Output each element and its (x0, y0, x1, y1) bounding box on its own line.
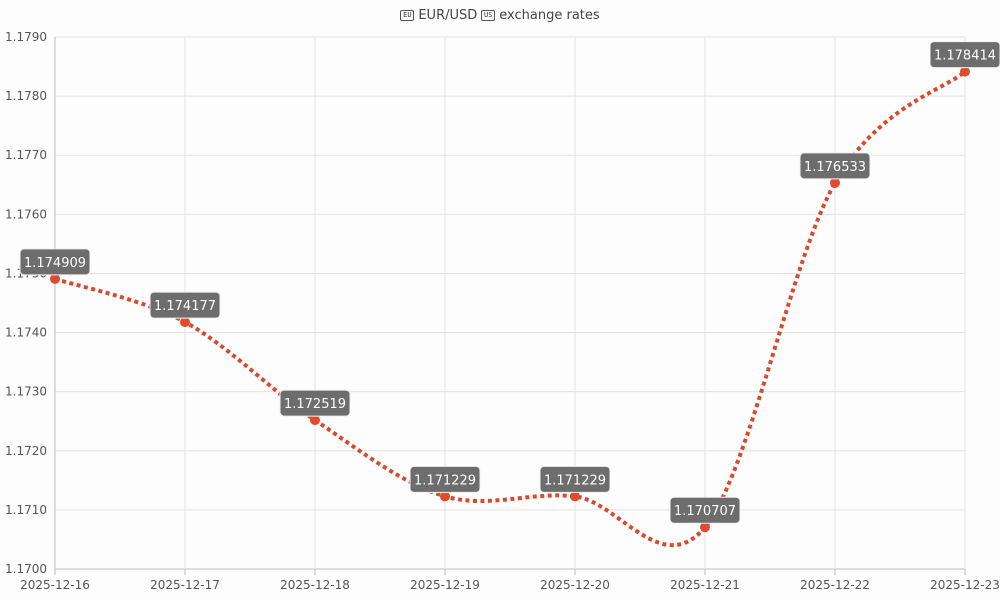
x-tick-label: 2025-12-22 (800, 578, 870, 592)
data-point (50, 273, 60, 284)
x-tick-label: 2025-12-20 (540, 578, 610, 592)
data-point (830, 177, 840, 188)
us-flag-icon: US (481, 10, 496, 21)
grid (54, 36, 966, 575)
data-label-box (149, 291, 221, 319)
chart-title-suffix: exchange rates (499, 8, 600, 23)
data-point (310, 415, 320, 426)
data-label-box (279, 389, 351, 417)
data-point (700, 522, 710, 533)
x-tick-label: 2025-12-16 (20, 578, 90, 592)
x-tick-label: 2025-12-18 (280, 578, 350, 592)
axes: 1.17001.17101.17201.17301.17401.17501.17… (5, 30, 1000, 592)
data-label-text: 1.170707 (674, 504, 736, 519)
data-label-text: 1.172519 (284, 397, 346, 412)
data-label-text: 1.174909 (24, 256, 86, 271)
data-label: 1.174177 (149, 291, 221, 319)
x-tick-label: 2025-12-21 (670, 578, 740, 592)
data-point (960, 66, 970, 77)
data-label: 1.178414 (929, 41, 1000, 69)
chart-title-pair: EUR/USD (418, 8, 478, 23)
data-label: 1.170707 (669, 496, 741, 524)
data-labels-layer: 1.174909 1.174177 1.172519 1.171229 1.171229… (19, 41, 1000, 524)
data-label-box (799, 152, 871, 180)
data-point (180, 317, 190, 328)
data-label: 1.176533 (799, 152, 871, 180)
y-tick-label: 1.1740 (5, 326, 47, 340)
data-point (440, 491, 450, 502)
data-label: 1.171229 (409, 465, 481, 493)
x-tick-label: 2025-12-17 (150, 578, 220, 592)
data-label: 1.174909 (19, 248, 91, 276)
data-label-box (929, 41, 1000, 69)
data-label-box (409, 465, 481, 493)
data-label-text: 1.178414 (934, 49, 996, 64)
data-label-box (539, 465, 611, 493)
data-label-text: 1.171229 (414, 473, 476, 488)
x-tick-label: 2025-12-19 (410, 578, 480, 592)
series-line (54, 70, 967, 548)
data-point (570, 491, 580, 502)
data-label-text: 1.171229 (544, 473, 606, 488)
y-tick-label: 1.1770 (5, 148, 47, 162)
y-tick-label: 1.1730 (5, 385, 47, 399)
y-tick-label: 1.1710 (5, 503, 47, 517)
data-label-text: 1.174177 (154, 299, 216, 314)
y-tick-label: 1.1760 (5, 207, 47, 221)
data-label-text: 1.176533 (804, 160, 866, 175)
data-label: 1.172519 (279, 389, 351, 417)
x-tick-label: 2025-12-23 (930, 578, 1000, 592)
data-label: 1.171229 (539, 465, 611, 493)
data-label-box (19, 248, 91, 276)
series-layer (54, 70, 967, 548)
eu-flag-icon: EU (400, 10, 415, 21)
data-label-box (669, 496, 741, 524)
points-layer (50, 66, 970, 533)
y-tick-label: 1.1700 (5, 562, 47, 576)
y-tick-label: 1.1790 (5, 30, 47, 44)
y-tick-label: 1.1720 (5, 444, 47, 458)
chart-title: EU EUR/USD US exchange rates (0, 8, 1000, 23)
y-tick-label: 1.1780 (5, 89, 47, 103)
